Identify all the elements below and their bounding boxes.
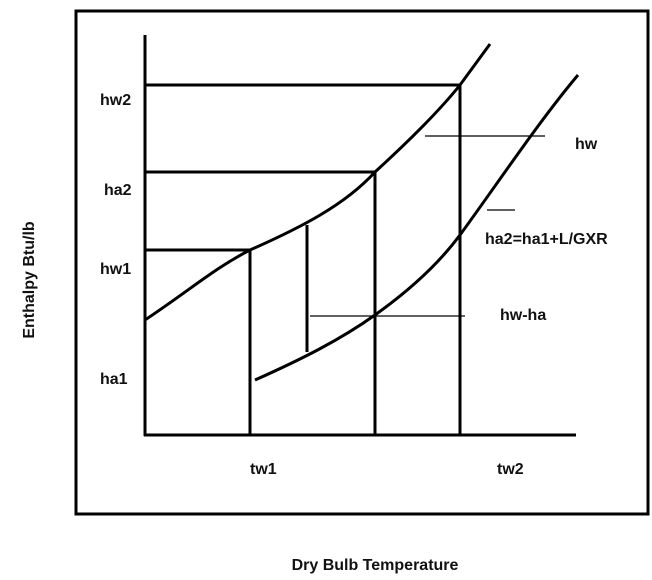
annotation: ha2=ha1+L/GXR (485, 231, 608, 248)
y-label: hw1 (100, 261, 131, 278)
x-label: tw2 (497, 461, 524, 478)
annotation: hw (575, 136, 598, 153)
frame (74, 9, 650, 516)
lower-curve (254, 74, 580, 382)
x-axis-title: Dry Bulb Temperature (292, 557, 459, 574)
annotation: hw-ha (500, 307, 546, 324)
x-label: tw1 (250, 461, 277, 478)
upper-curve (144, 43, 492, 322)
y-label: hw2 (100, 92, 131, 109)
y-label: ha2 (104, 182, 132, 199)
y-label: ha1 (100, 371, 128, 388)
y-axis-title: Enthalpy Btu/lb (21, 221, 38, 339)
